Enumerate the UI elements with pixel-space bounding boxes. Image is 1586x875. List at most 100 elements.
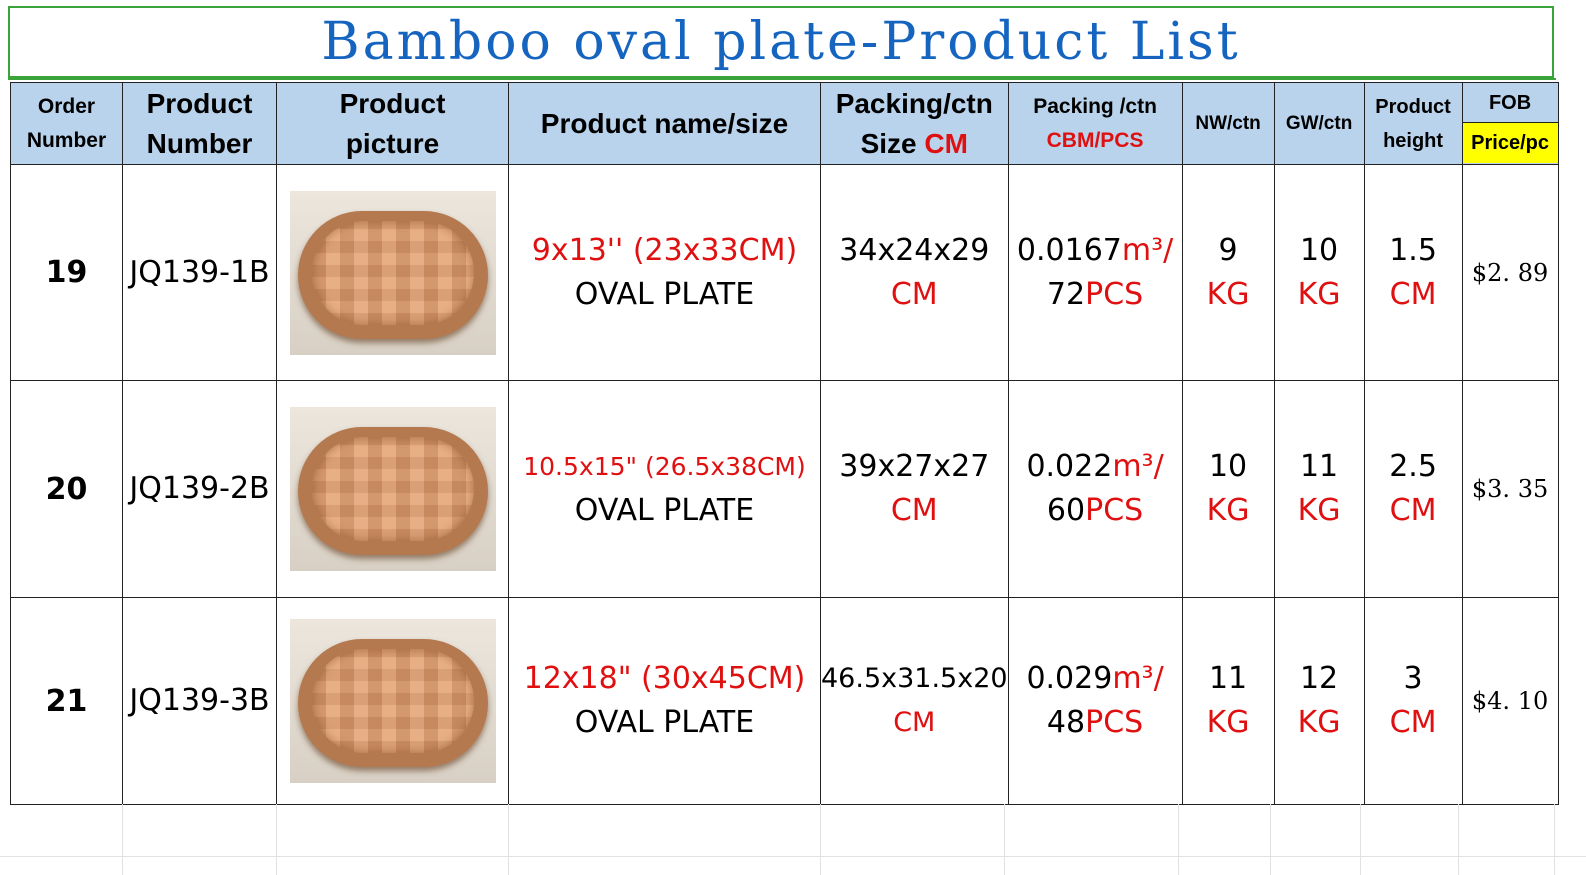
pcs-value: 48	[1046, 705, 1086, 740]
header-product-number-l2: Number	[146, 127, 253, 159]
header-packing-size: Packing/ctn Size CM	[820, 82, 1009, 165]
order-number: 19	[10, 164, 123, 381]
carton-size: 39x27x27 CM	[820, 380, 1009, 598]
net-weight: 11 KG	[1181, 597, 1275, 805]
title-bar: Bamboo oval plate-Product List	[8, 6, 1554, 78]
gw-unit: KG	[1297, 493, 1341, 528]
product-size: 9x13'' (23x33CM)	[531, 232, 798, 268]
cbm-unit: m³/	[1112, 661, 1164, 696]
height-value: 2.5	[1389, 449, 1437, 484]
header-product-number: Product Number	[122, 82, 277, 165]
oval-bamboo-plate-photo	[289, 619, 496, 783]
product-picture-cell	[276, 164, 509, 381]
product-name: OVAL PLATE	[574, 276, 755, 312]
pcs-value: 60	[1046, 493, 1086, 528]
product-number: JQ139-3B	[122, 597, 277, 805]
net-weight: 9 KG	[1181, 164, 1275, 381]
gross-weight: 12 KG	[1273, 597, 1365, 805]
height-unit: CM	[1389, 705, 1437, 740]
cbm-pcs: 0.0167m³/ 72PCS	[1007, 164, 1183, 381]
header-nw: NW/ctn	[1181, 82, 1275, 165]
gw-value: 10	[1299, 232, 1339, 268]
header-height-l1: Product	[1375, 95, 1451, 118]
cbm-value: 0.029	[1026, 661, 1113, 696]
product-table: Order Number Product Number Product pict…	[10, 82, 1559, 805]
gw-value: 12	[1299, 661, 1339, 696]
cbm-unit: m³/	[1112, 449, 1164, 484]
header-picture-l1: Product	[339, 87, 446, 119]
gross-weight: 11 KG	[1273, 380, 1365, 598]
price: $4. 10	[1461, 597, 1559, 805]
order-number: 21	[10, 597, 123, 805]
cbm-unit: m³/	[1121, 232, 1174, 268]
price: $2. 89	[1461, 164, 1559, 381]
carton-unit: CM	[890, 276, 938, 312]
gw-unit: KG	[1297, 276, 1341, 312]
carton-unit: CM	[890, 493, 938, 528]
height-value: 3	[1403, 661, 1423, 696]
header-price: Price/pc	[1462, 123, 1558, 163]
header-cbm-l2: CBM/PCS	[1046, 128, 1144, 152]
carton-dims: 46.5x31.5x20	[821, 663, 1008, 694]
header-product-number-l1: Product	[146, 87, 253, 119]
header-height-l2: height	[1383, 129, 1444, 152]
nw-unit: KG	[1206, 705, 1250, 740]
price: $3. 35	[1461, 380, 1559, 598]
product-height: 3 CM	[1363, 597, 1463, 805]
header-cbm-l1: Packing /ctn	[1033, 94, 1157, 118]
empty-spreadsheet-grid	[0, 804, 1586, 875]
product-number: JQ139-1B	[122, 164, 277, 381]
net-weight: 10 KG	[1181, 380, 1275, 598]
header-order-l2: Number	[26, 128, 107, 152]
cbm-pcs: 0.022m³/ 60PCS	[1007, 380, 1183, 598]
height-unit: CM	[1389, 493, 1437, 528]
carton-size: 34x24x29 CM	[820, 164, 1009, 381]
header-row: Order Number Product Number Product pict…	[10, 82, 1559, 165]
cbm-pcs: 0.029m³/ 48PCS	[1007, 597, 1183, 805]
height-value: 1.5	[1389, 232, 1437, 268]
carton-unit: CM	[893, 707, 936, 738]
oval-bamboo-plate-photo	[289, 407, 496, 571]
product-picture-cell	[276, 597, 509, 805]
title-divider	[8, 78, 1556, 80]
oval-bamboo-plate-photo	[289, 190, 496, 355]
header-fob: FOB	[1462, 84, 1558, 123]
cbm-value: 0.0167	[1016, 232, 1122, 268]
header-product-picture: Product picture	[276, 82, 509, 165]
pcs-value: 72	[1046, 276, 1086, 312]
header-picture-l2: picture	[345, 127, 440, 159]
order-number: 20	[10, 380, 123, 598]
product-name-size: 10.5x15" (26.5x38CM) OVAL PLATE	[508, 380, 821, 598]
product-name-size: 12x18" (30x45CM) OVAL PLATE	[508, 597, 821, 805]
cbm-value: 0.022	[1026, 449, 1113, 484]
header-product-height: Product height	[1363, 82, 1463, 165]
table-row: 21 JQ139-3B 12x18" (30x45CM) OVAL PLATE …	[10, 597, 1559, 805]
header-name-size: Product name/size	[508, 82, 821, 165]
gw-value: 11	[1299, 449, 1339, 484]
product-size: 12x18" (30x45CM)	[523, 661, 806, 696]
product-height: 2.5 CM	[1363, 380, 1463, 598]
gross-weight: 10 KG	[1273, 164, 1365, 381]
product-height: 1.5 CM	[1363, 164, 1463, 381]
nw-unit: KG	[1206, 493, 1250, 528]
header-packing-l2b: CM	[924, 127, 968, 159]
nw-value: 9	[1218, 232, 1238, 268]
product-name: OVAL PLATE	[574, 705, 755, 740]
header-gw: GW/ctn	[1273, 82, 1365, 165]
pcs-unit: PCS	[1085, 493, 1144, 528]
header-packing-cbm: Packing /ctn CBM/PCS	[1007, 82, 1183, 165]
carton-dims: 34x24x29	[839, 232, 990, 268]
header-packing-l1: Packing/ctn	[835, 87, 993, 119]
height-unit: CM	[1389, 276, 1437, 312]
product-name: OVAL PLATE	[574, 493, 755, 528]
table-row: 19 JQ139-1B 9x13'' (23x33CM) OVAL PLATE …	[10, 164, 1559, 381]
nw-value: 10	[1208, 449, 1248, 484]
nw-unit: KG	[1206, 276, 1250, 312]
product-picture-cell	[276, 380, 509, 598]
header-packing-l2a: Size	[860, 127, 925, 159]
carton-size: 46.5x31.5x20 CM	[820, 597, 1009, 805]
gw-unit: KG	[1297, 705, 1341, 740]
table-row: 20 JQ139-2B 10.5x15" (26.5x38CM) OVAL PL…	[10, 380, 1559, 598]
header-order-number: Order Number	[10, 82, 123, 165]
pcs-unit: PCS	[1085, 276, 1144, 312]
